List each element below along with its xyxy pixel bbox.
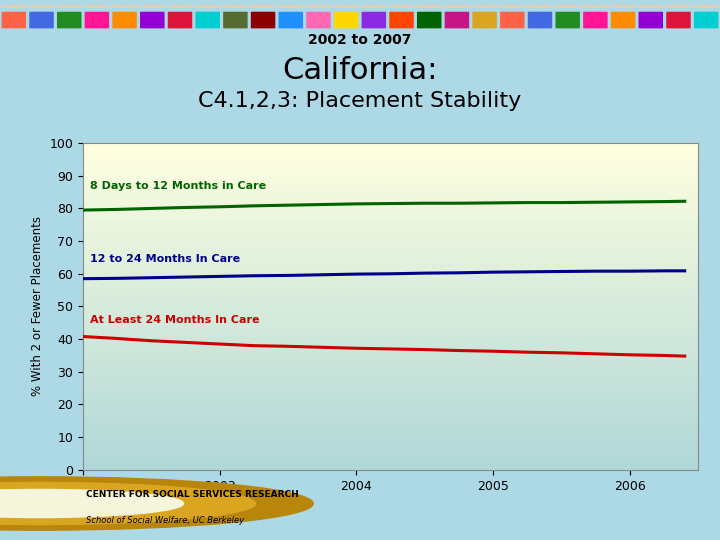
Y-axis label: % With 2 or Fewer Placements: % With 2 or Fewer Placements xyxy=(31,217,44,396)
Text: 12 to 24 Months In Care: 12 to 24 Months In Care xyxy=(90,254,240,265)
Circle shape xyxy=(416,6,442,7)
Circle shape xyxy=(56,6,82,7)
Circle shape xyxy=(333,6,359,7)
Circle shape xyxy=(250,6,276,7)
FancyBboxPatch shape xyxy=(361,12,386,29)
Circle shape xyxy=(638,6,664,7)
Text: 8 Days to 12 Months in Care: 8 Days to 12 Months in Care xyxy=(90,181,266,191)
FancyBboxPatch shape xyxy=(30,12,54,29)
FancyBboxPatch shape xyxy=(528,12,552,29)
FancyBboxPatch shape xyxy=(390,12,414,29)
FancyBboxPatch shape xyxy=(279,12,303,29)
FancyBboxPatch shape xyxy=(472,12,497,29)
FancyBboxPatch shape xyxy=(445,12,469,29)
Circle shape xyxy=(140,6,166,7)
Circle shape xyxy=(305,6,331,7)
FancyBboxPatch shape xyxy=(112,12,137,29)
Circle shape xyxy=(610,6,636,7)
Circle shape xyxy=(582,6,608,7)
FancyBboxPatch shape xyxy=(694,12,719,29)
Text: At Least 24 Months In Care: At Least 24 Months In Care xyxy=(90,315,259,325)
Text: CENTER FOR SOCIAL SERVICES RESEARCH: CENTER FOR SOCIAL SERVICES RESEARCH xyxy=(86,490,299,499)
Circle shape xyxy=(389,6,415,7)
Circle shape xyxy=(194,6,220,7)
FancyBboxPatch shape xyxy=(57,12,81,29)
Circle shape xyxy=(84,6,110,7)
Circle shape xyxy=(0,482,256,524)
Circle shape xyxy=(167,6,193,7)
Circle shape xyxy=(1,6,27,7)
FancyBboxPatch shape xyxy=(85,12,109,29)
FancyBboxPatch shape xyxy=(1,12,26,29)
Circle shape xyxy=(361,6,387,7)
FancyBboxPatch shape xyxy=(140,12,165,29)
FancyBboxPatch shape xyxy=(306,12,330,29)
Text: 2002 to 2007: 2002 to 2007 xyxy=(308,32,412,46)
Circle shape xyxy=(500,6,526,7)
FancyBboxPatch shape xyxy=(223,12,248,29)
Circle shape xyxy=(222,6,248,7)
FancyBboxPatch shape xyxy=(195,12,220,29)
Circle shape xyxy=(665,6,691,7)
Circle shape xyxy=(527,6,553,7)
Circle shape xyxy=(0,477,313,530)
Text: California:: California: xyxy=(282,56,438,85)
Circle shape xyxy=(472,6,498,7)
FancyBboxPatch shape xyxy=(611,12,635,29)
Circle shape xyxy=(0,489,184,517)
Text: C4.1,2,3: Placement Stability: C4.1,2,3: Placement Stability xyxy=(199,91,521,111)
FancyBboxPatch shape xyxy=(555,12,580,29)
Circle shape xyxy=(278,6,304,7)
FancyBboxPatch shape xyxy=(639,12,663,29)
Circle shape xyxy=(112,6,138,7)
Circle shape xyxy=(444,6,470,7)
Circle shape xyxy=(554,6,580,7)
FancyBboxPatch shape xyxy=(168,12,192,29)
FancyBboxPatch shape xyxy=(583,12,608,29)
FancyBboxPatch shape xyxy=(251,12,275,29)
Circle shape xyxy=(693,6,719,7)
FancyBboxPatch shape xyxy=(417,12,441,29)
Text: School of Social Welfare, UC Berkeley: School of Social Welfare, UC Berkeley xyxy=(86,516,245,525)
FancyBboxPatch shape xyxy=(666,12,690,29)
Circle shape xyxy=(29,6,55,7)
FancyBboxPatch shape xyxy=(500,12,525,29)
FancyBboxPatch shape xyxy=(334,12,359,29)
